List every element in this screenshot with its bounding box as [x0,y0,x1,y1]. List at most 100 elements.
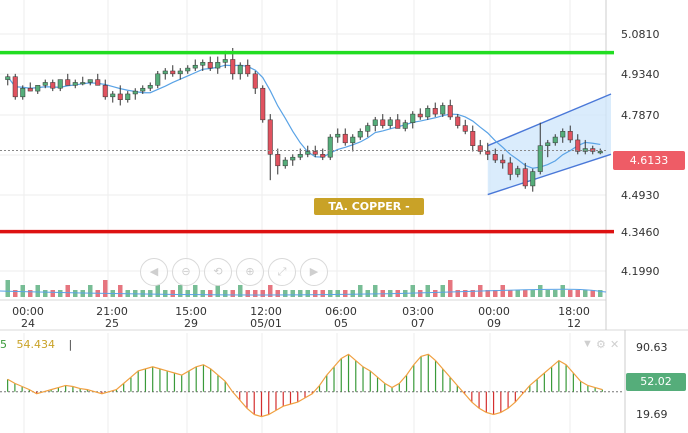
volume-bar [298,290,303,297]
volume-bar [373,285,378,297]
price-axis-label: 4.3460 [621,226,660,239]
volume-bar [350,290,355,297]
time-axis-time: 00:00 [12,305,44,318]
volume-bar [470,290,475,297]
oscillator-panel [0,353,624,418]
time-axis-date: 24 [21,317,35,330]
volume-bar [178,285,183,297]
candle-body [552,136,558,144]
volume-bar [80,290,85,297]
collapse-icon[interactable]: ▼ [582,338,593,350]
scroll-right-button[interactable]: ▶ [300,258,328,286]
candle-body [155,73,161,86]
volume-bar [358,285,363,297]
candle-body [80,82,86,85]
volume-average-line [0,288,607,296]
candle-body [387,119,393,126]
volume-bar [20,285,25,297]
volume-bar [538,285,543,297]
volume-bar [463,290,468,297]
volume-bar [530,290,535,297]
candle-body [237,64,243,75]
candle-body [447,105,453,118]
candle-body [222,59,228,63]
time-axis-time: 21:00 [96,305,128,318]
candle-body [327,136,333,158]
volume-bar [245,290,250,297]
volume-bar [43,290,48,297]
zoom-in-button[interactable]: ⊕ [236,258,264,286]
channel-upper-line [487,93,612,147]
volume-bar [455,290,460,297]
candle-body [27,87,33,92]
candle-body [515,168,521,175]
volume-bar [448,280,453,297]
volume-bar [568,290,573,297]
candle-body [537,145,543,172]
candle-body [200,62,206,66]
volume-bar [28,290,33,297]
volume-bar [590,290,595,297]
candle-body [132,90,138,95]
candle-body [335,133,341,138]
candle-body [207,62,213,69]
fit-button[interactable]: ⤢ [268,258,296,286]
price-axis-label: 4.7870 [621,109,660,122]
candle-body [87,79,93,83]
time-axis-date: 25 [105,317,119,330]
candle-body [125,93,131,100]
volume-bar [260,290,265,297]
candle-body [522,168,528,187]
volume-bar [545,290,550,297]
candlestick-series [0,47,606,192]
candle-body [560,131,566,138]
time-axis-date: 09 [487,317,501,330]
volume-bar [88,285,93,297]
candle-body [252,73,258,89]
candle-body [72,82,78,86]
candle-body [110,93,116,98]
oscillator-value: 54.434 [16,338,56,351]
candle-body [177,70,183,75]
volume-bar [328,290,333,297]
volume-bar [50,290,55,297]
oscillator-separator: | [68,338,73,351]
candle-body [425,108,431,118]
oscillator-value-badge: 52.02 [626,373,686,391]
time-axis-time: 00:00 [478,305,510,318]
candle-body [20,87,26,98]
time-axis: 00:002421:002515:002912:0005/0106:000503… [12,305,590,330]
candle-body [185,67,191,72]
volume-bar [275,290,280,297]
candle-body [282,159,288,167]
volume-bar [433,290,438,297]
volume-bar [170,290,175,297]
zoom-reset-button[interactable]: ⟲ [204,258,232,286]
time-axis-date: 29 [184,317,198,330]
volume-bar [118,285,123,297]
candle-body [470,131,476,146]
settings-icon[interactable]: ⚙ [596,339,606,351]
volume-bar [365,290,370,297]
volume-bar [575,290,580,297]
volume-bar [320,290,325,297]
volume-bar [313,290,318,297]
candle-body [402,122,408,129]
close-icon[interactable]: ✕ [610,339,620,351]
volume-bar [58,290,63,297]
price-axis-label: 4.1990 [621,265,660,278]
scroll-left-button[interactable]: ◀ [140,258,168,286]
candle-body [140,87,146,92]
volume-bar [485,290,490,297]
volume-bar [185,290,190,297]
volume-bar [193,285,198,297]
zoom-out-button[interactable]: ⊖ [172,258,200,286]
candle-body [575,139,581,152]
candle-body [35,85,41,92]
candle-body [440,105,446,115]
candle-body [507,162,513,175]
candle-body [380,119,386,126]
candle-body [12,76,18,98]
volume-bar [103,280,108,297]
